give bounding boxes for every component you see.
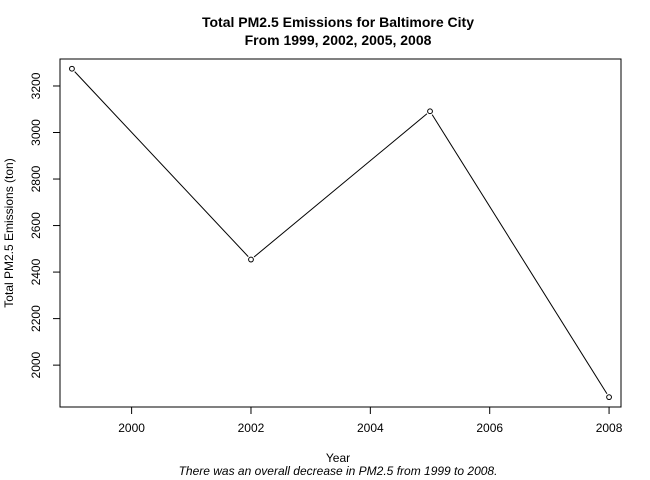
plot-frame	[59, 58, 622, 408]
x-tick-label-3: 2006	[476, 421, 503, 435]
data-point-2	[427, 108, 433, 115]
line-segment-0	[74, 71, 249, 257]
series-line	[69, 65, 612, 401]
data-point-0	[69, 65, 75, 72]
y-axis-label: Total PM2.5 Emissions (ton)	[2, 158, 16, 307]
x-tick-label-4: 2008	[596, 421, 623, 435]
y-tick-label-4: 2800	[29, 165, 43, 192]
x-axis-label: Year	[326, 451, 350, 465]
y-tick-label-2: 2400	[29, 258, 43, 285]
data-point-1	[248, 256, 254, 263]
chart-caption: There was an overall decrease in PM2.5 f…	[179, 464, 498, 478]
y-tick-label-0: 2000	[29, 351, 43, 378]
y-tick-label-1: 2200	[29, 305, 43, 332]
y-tick-label-6: 3200	[29, 72, 43, 99]
x-tick-label-2: 2004	[357, 421, 384, 435]
x-tick-label-1: 2002	[238, 421, 265, 435]
chart-title: Total PM2.5 Emissions for Baltimore City	[202, 14, 474, 30]
line-segment-2	[431, 114, 608, 395]
y-tick-label-3: 2600	[29, 212, 43, 239]
line-segment-1	[253, 113, 428, 258]
y-tick-label-5: 3000	[29, 119, 43, 146]
data-point-3	[606, 394, 612, 401]
chart-subtitle: From 1999, 2002, 2005, 2008	[245, 32, 432, 48]
y-axis: 2000 2200 2400 2600 2800 3000 3200	[29, 72, 61, 378]
x-axis: 2000 2002 2004 2006 2008	[118, 406, 623, 435]
x-tick-label-0: 2000	[118, 421, 145, 435]
